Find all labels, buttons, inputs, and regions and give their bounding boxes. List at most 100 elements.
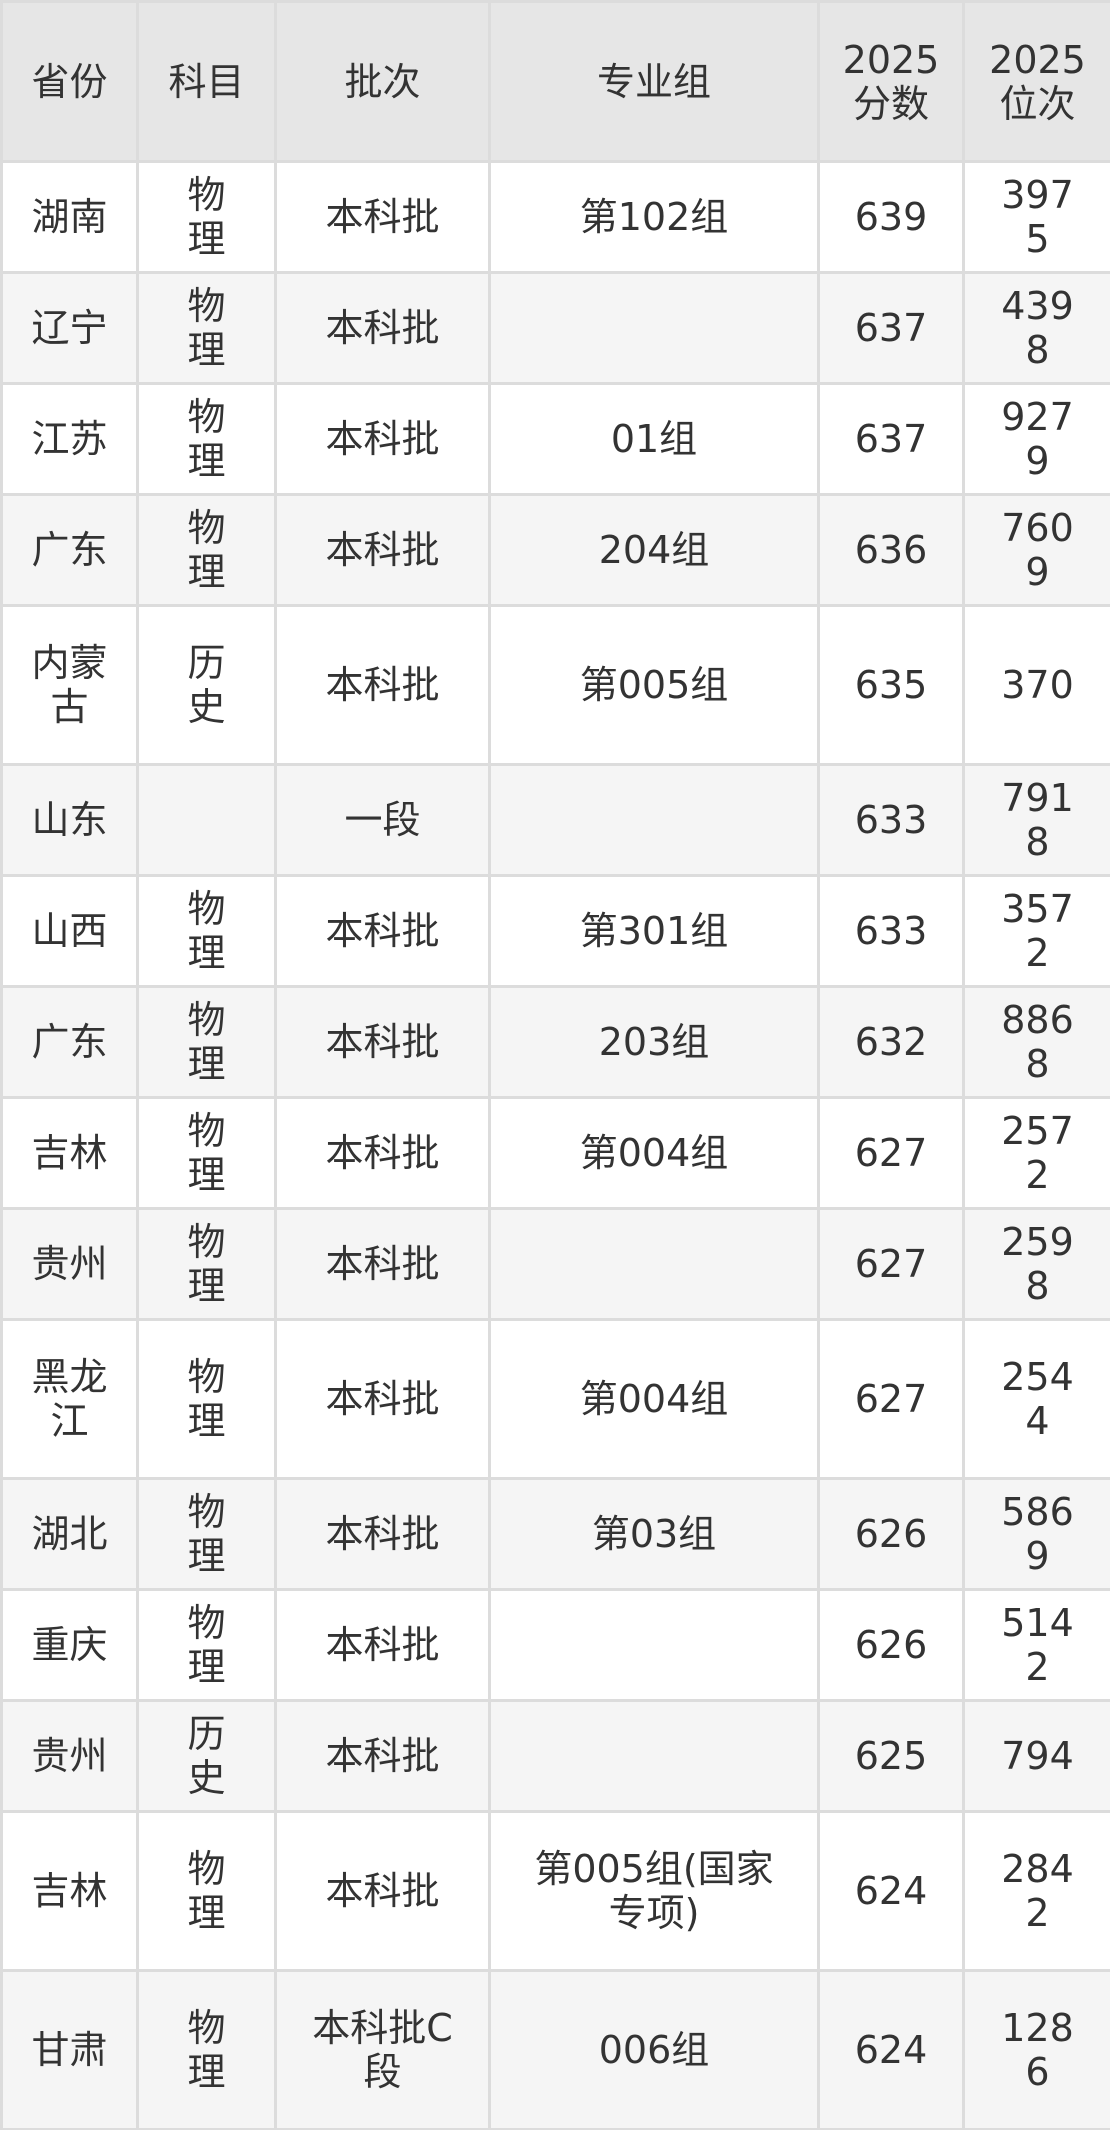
table-cell: 624 bbox=[817, 1969, 965, 2130]
table-row: 吉林 物理 本科批 第005组(国家专项) 624 2842 bbox=[0, 1810, 1110, 1972]
table-row: 内蒙古 历史 本科批 第005组 635 370 bbox=[0, 604, 1110, 766]
table-cell: 广东 bbox=[0, 493, 139, 607]
table-cell: 3572 bbox=[962, 874, 1110, 988]
table-cell: 物理 bbox=[136, 1810, 277, 1972]
table-row: 贵州 历史 本科批 625 794 bbox=[0, 1699, 1110, 1813]
table-cell: 本科批 bbox=[274, 1096, 491, 1210]
table-row: 吉林 物理 本科批 第004组 627 2572 bbox=[0, 1096, 1110, 1210]
table-cell bbox=[488, 1588, 820, 1702]
table-cell: 本科批 bbox=[274, 493, 491, 607]
table-cell: 636 bbox=[817, 493, 965, 607]
table-cell: 203组 bbox=[488, 985, 820, 1099]
table-cell: 重庆 bbox=[0, 1588, 139, 1702]
table-cell bbox=[488, 271, 820, 385]
table-cell: 本科批 bbox=[274, 1810, 491, 1972]
table-cell: 第005组 bbox=[488, 604, 820, 766]
table-cell: 626 bbox=[817, 1477, 965, 1591]
table-cell: 本科批 bbox=[274, 1207, 491, 1321]
table-cell bbox=[488, 1699, 820, 1813]
table-row: 山东 一段 633 7918 bbox=[0, 763, 1110, 877]
table-row: 重庆 物理 本科批 626 5142 bbox=[0, 1588, 1110, 1702]
table-row: 湖南 物理 本科批 第102组 639 3975 bbox=[0, 160, 1110, 274]
table-cell: 2842 bbox=[962, 1810, 1110, 1972]
table-cell bbox=[488, 1207, 820, 1321]
table-cell: 物理 bbox=[136, 1969, 277, 2130]
table-cell: 006组 bbox=[488, 1969, 820, 2130]
table-cell: 第301组 bbox=[488, 874, 820, 988]
table-cell: 本科批C段 bbox=[274, 1969, 491, 2130]
table-cell: 635 bbox=[817, 604, 965, 766]
table-cell: 内蒙古 bbox=[0, 604, 139, 766]
table-cell: 物理 bbox=[136, 1588, 277, 1702]
table-cell: 794 bbox=[962, 1699, 1110, 1813]
table-cell: 江苏 bbox=[0, 382, 139, 496]
table-cell: 湖南 bbox=[0, 160, 139, 274]
table-cell: 贵州 bbox=[0, 1207, 139, 1321]
table-cell: 7918 bbox=[962, 763, 1110, 877]
table-row: 湖北 物理 本科批 第03组 626 5869 bbox=[0, 1477, 1110, 1591]
table-cell: 广东 bbox=[0, 985, 139, 1099]
table-row: 黑龙江 物理 本科批 第004组 627 2544 bbox=[0, 1318, 1110, 1480]
table-cell: 637 bbox=[817, 382, 965, 496]
table-cell: 627 bbox=[817, 1207, 965, 1321]
table-cell: 2598 bbox=[962, 1207, 1110, 1321]
table-cell: 204组 bbox=[488, 493, 820, 607]
table-cell: 物理 bbox=[136, 1207, 277, 1321]
table-cell: 639 bbox=[817, 160, 965, 274]
table-cell bbox=[488, 763, 820, 877]
table-cell: 物理 bbox=[136, 1318, 277, 1480]
table-cell: 吉林 bbox=[0, 1096, 139, 1210]
table-cell: 历史 bbox=[136, 604, 277, 766]
table-cell: 2544 bbox=[962, 1318, 1110, 1480]
table-row: 江苏 物理 本科批 01组 637 9279 bbox=[0, 382, 1110, 496]
header-cell: 2025分数 bbox=[817, 0, 965, 163]
header-cell: 专业组 bbox=[488, 0, 820, 163]
table-cell: 物理 bbox=[136, 382, 277, 496]
table-cell: 626 bbox=[817, 1588, 965, 1702]
table-cell: 本科批 bbox=[274, 160, 491, 274]
table-cell: 本科批 bbox=[274, 1588, 491, 1702]
table-cell: 633 bbox=[817, 874, 965, 988]
table-cell: 01组 bbox=[488, 382, 820, 496]
table-cell: 第004组 bbox=[488, 1318, 820, 1480]
table-cell: 本科批 bbox=[274, 1477, 491, 1591]
table-cell: 第102组 bbox=[488, 160, 820, 274]
table-cell: 物理 bbox=[136, 1477, 277, 1591]
table-cell: 9279 bbox=[962, 382, 1110, 496]
table-cell: 一段 bbox=[274, 763, 491, 877]
table-row: 广东 物理 本科批 203组 632 8868 bbox=[0, 985, 1110, 1099]
table-cell: 4398 bbox=[962, 271, 1110, 385]
table-cell: 山西 bbox=[0, 874, 139, 988]
table-cell: 黑龙江 bbox=[0, 1318, 139, 1480]
table-cell: 第004组 bbox=[488, 1096, 820, 1210]
table-cell: 第03组 bbox=[488, 1477, 820, 1591]
table-row: 辽宁 物理 本科批 637 4398 bbox=[0, 271, 1110, 385]
table-cell: 627 bbox=[817, 1318, 965, 1480]
table-cell: 湖北 bbox=[0, 1477, 139, 1591]
table-cell: 甘肃 bbox=[0, 1969, 139, 2130]
table-cell: 第005组(国家专项) bbox=[488, 1810, 820, 1972]
table-cell: 物理 bbox=[136, 874, 277, 988]
header-row: 省份 科目 批次 专业组 2025分数 2025位次 bbox=[0, 0, 1110, 163]
table-cell: 本科批 bbox=[274, 1318, 491, 1480]
table-cell: 贵州 bbox=[0, 1699, 139, 1813]
table-cell: 627 bbox=[817, 1096, 965, 1210]
table-cell: 625 bbox=[817, 1699, 965, 1813]
table-cell: 8868 bbox=[962, 985, 1110, 1099]
table-row: 贵州 物理 本科批 627 2598 bbox=[0, 1207, 1110, 1321]
table-cell: 本科批 bbox=[274, 271, 491, 385]
table-cell: 7609 bbox=[962, 493, 1110, 607]
table-cell: 3975 bbox=[962, 160, 1110, 274]
table-row: 甘肃 物理 本科批C段 006组 624 1286 bbox=[0, 1969, 1110, 2130]
table-cell: 吉林 bbox=[0, 1810, 139, 1972]
table-row: 山西 物理 本科批 第301组 633 3572 bbox=[0, 874, 1110, 988]
table-cell: 370 bbox=[962, 604, 1110, 766]
header-cell: 省份 bbox=[0, 0, 139, 163]
table-cell: 物理 bbox=[136, 1096, 277, 1210]
table-cell: 物理 bbox=[136, 985, 277, 1099]
table-row: 广东 物理 本科批 204组 636 7609 bbox=[0, 493, 1110, 607]
table-cell: 山东 bbox=[0, 763, 139, 877]
table-cell: 本科批 bbox=[274, 874, 491, 988]
table-cell: 物理 bbox=[136, 493, 277, 607]
